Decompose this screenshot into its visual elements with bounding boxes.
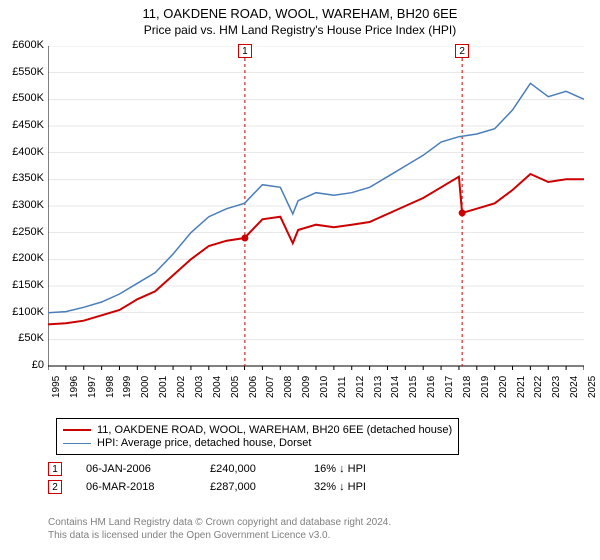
series-property — [48, 174, 584, 324]
x-tick-label: 2017 — [444, 376, 455, 398]
sales-table: 1 06-JAN-2006 £240,000 16% ↓ HPI 2 06-MAR-201… — [48, 462, 366, 498]
footer-text: Contains HM Land Registry data © Crown c… — [48, 516, 391, 542]
y-tick-label: £100K — [2, 306, 44, 318]
x-tick-label: 1995 — [51, 376, 62, 398]
x-tick-label: 2011 — [337, 376, 348, 398]
x-tick-label: 2001 — [158, 376, 169, 398]
y-tick-label: £250K — [2, 226, 44, 238]
x-tick-label: 2003 — [194, 376, 205, 398]
sales-marker-box: 1 — [48, 462, 62, 476]
x-tick-label: 2012 — [355, 376, 366, 398]
x-tick-label: 2013 — [373, 376, 384, 398]
y-tick-label: £500K — [2, 92, 44, 104]
x-tick-label: 2024 — [569, 376, 580, 398]
legend-swatch — [63, 443, 91, 444]
y-tick-label: £300K — [2, 199, 44, 211]
sales-row: 1 06-JAN-2006 £240,000 16% ↓ HPI — [48, 462, 366, 476]
x-tick-label: 2015 — [408, 376, 419, 398]
sale-marker-box: 2 — [455, 44, 469, 58]
x-tick-label: 1998 — [105, 376, 116, 398]
y-tick-label: £400K — [2, 146, 44, 158]
sale-marker-box: 1 — [238, 44, 252, 58]
x-tick-label: 2020 — [498, 376, 509, 398]
sales-price: £287,000 — [210, 481, 290, 493]
x-tick-label: 2019 — [480, 376, 491, 398]
sales-delta: 32% ↓ HPI — [314, 481, 366, 493]
footer-line-2: This data is licensed under the Open Gov… — [48, 529, 391, 542]
legend-row: 11, OAKDENE ROAD, WOOL, WAREHAM, BH20 6E… — [63, 424, 452, 436]
y-tick-label: £550K — [2, 66, 44, 78]
legend-row: HPI: Average price, detached house, Dors… — [63, 437, 452, 449]
legend-label: HPI: Average price, detached house, Dors… — [97, 437, 311, 449]
y-tick-label: £150K — [2, 279, 44, 291]
title-line-1: 11, OAKDENE ROAD, WOOL, WAREHAM, BH20 6E… — [0, 6, 600, 21]
chart-area — [48, 46, 584, 406]
x-tick-label: 2025 — [587, 376, 598, 398]
x-tick-label: 2018 — [462, 376, 473, 398]
x-tick-label: 2009 — [301, 376, 312, 398]
y-tick-label: £600K — [2, 39, 44, 51]
sale-dot — [241, 235, 248, 242]
x-tick-label: 2023 — [551, 376, 562, 398]
x-tick-label: 2007 — [265, 376, 276, 398]
sales-date: 06-MAR-2018 — [86, 481, 186, 493]
x-tick-label: 2022 — [533, 376, 544, 398]
x-tick-label: 2008 — [283, 376, 294, 398]
x-tick-label: 2000 — [140, 376, 151, 398]
x-tick-label: 2002 — [176, 376, 187, 398]
x-tick-label: 2021 — [516, 376, 527, 398]
y-tick-label: £350K — [2, 172, 44, 184]
legend-swatch — [63, 429, 91, 431]
x-tick-label: 2014 — [390, 376, 401, 398]
x-tick-label: 2006 — [248, 376, 259, 398]
x-tick-label: 2004 — [212, 376, 223, 398]
x-tick-label: 1999 — [122, 376, 133, 398]
sales-price: £240,000 — [210, 463, 290, 475]
title-block: 11, OAKDENE ROAD, WOOL, WAREHAM, BH20 6E… — [0, 0, 600, 37]
sale-dot — [459, 209, 466, 216]
x-tick-label: 1997 — [87, 376, 98, 398]
legend: 11, OAKDENE ROAD, WOOL, WAREHAM, BH20 6E… — [56, 418, 459, 455]
y-tick-label: £50K — [2, 332, 44, 344]
x-tick-label: 2010 — [319, 376, 330, 398]
sales-row: 2 06-MAR-2018 £287,000 32% ↓ HPI — [48, 480, 366, 494]
x-tick-label: 1996 — [69, 376, 80, 398]
sales-date: 06-JAN-2006 — [86, 463, 186, 475]
x-tick-label: 2005 — [230, 376, 241, 398]
sales-marker-box: 2 — [48, 480, 62, 494]
y-tick-label: £450K — [2, 119, 44, 131]
container: 11, OAKDENE ROAD, WOOL, WAREHAM, BH20 6E… — [0, 0, 600, 560]
y-tick-label: £200K — [2, 252, 44, 264]
y-tick-label: £0 — [2, 359, 44, 371]
legend-label: 11, OAKDENE ROAD, WOOL, WAREHAM, BH20 6E… — [97, 424, 452, 436]
title-line-2: Price paid vs. HM Land Registry's House … — [0, 23, 600, 37]
x-tick-label: 2016 — [426, 376, 437, 398]
sales-delta: 16% ↓ HPI — [314, 463, 366, 475]
footer-line-1: Contains HM Land Registry data © Crown c… — [48, 516, 391, 529]
chart-svg — [48, 46, 584, 406]
series-hpi — [48, 83, 584, 312]
